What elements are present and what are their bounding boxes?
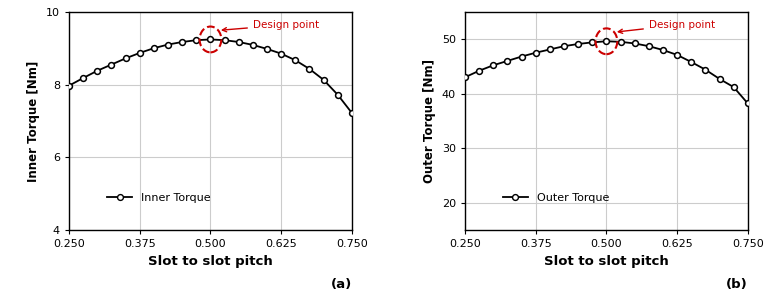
Text: (b): (b) [726,278,748,291]
Y-axis label: Outer Torque [Nm]: Outer Torque [Nm] [423,59,436,183]
Text: Design point: Design point [618,20,715,33]
Text: Design point: Design point [222,20,319,32]
X-axis label: Slot to slot pitch: Slot to slot pitch [148,255,273,268]
Legend: Inner Torque: Inner Torque [103,188,215,207]
Legend: Outer Torque: Outer Torque [499,188,614,207]
X-axis label: Slot to slot pitch: Slot to slot pitch [544,255,669,268]
Y-axis label: Inner Torque [Nm]: Inner Torque [Nm] [28,60,41,182]
Text: (a): (a) [331,278,352,291]
